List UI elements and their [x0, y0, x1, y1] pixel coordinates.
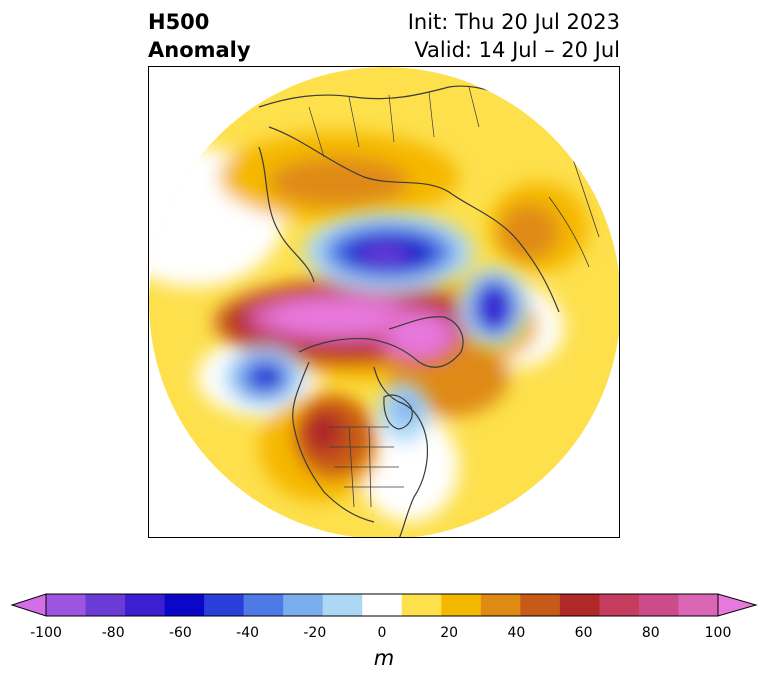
colorbar-tick-label: 60	[574, 625, 593, 641]
colorbar-tick-label: -60	[168, 625, 192, 641]
neg-hudson-core	[394, 393, 420, 421]
colorbar-cell	[164, 594, 205, 616]
colorbar-tick-label: 20	[440, 625, 459, 641]
colorbar-tick-label: 100	[704, 625, 732, 641]
neg-laptev-core	[360, 245, 410, 265]
pos-us-core	[304, 410, 344, 454]
west-coast	[258, 146, 315, 283]
colorbar-cell	[480, 594, 521, 616]
colorbar-cell	[678, 594, 719, 616]
run-info: Init: Thu 20 Jul 2023 Valid: 14 Jul – 20…	[408, 8, 620, 64]
north-america-east-coast	[373, 366, 429, 537]
colorbar-tick-label: 40	[507, 625, 526, 641]
colorbar-tick-label: -40	[236, 625, 260, 641]
eurasia-arctic-coast	[268, 126, 560, 313]
valid-period: Valid: 14 Jul – 20 Jul	[414, 38, 620, 62]
colorbar-cell	[441, 594, 482, 616]
title-line-1: H500	[148, 10, 210, 34]
colorbar-cell	[362, 594, 403, 616]
north-america-west-coast	[292, 361, 375, 523]
colorbar-max-extension	[717, 593, 758, 617]
colorbar-tick-label: -80	[101, 625, 125, 641]
pos-arctic-core	[269, 299, 409, 335]
colorbar-cell	[401, 594, 442, 616]
pos-western-russia-inner	[269, 157, 409, 207]
hudson-bay-outline	[383, 394, 413, 430]
colorbar-tick-label: -100	[30, 625, 62, 641]
colorbar-cell	[559, 594, 600, 616]
colorbar-cell	[638, 594, 679, 616]
colorbar-cell	[85, 594, 126, 616]
init-time: Init: Thu 20 Jul 2023	[407, 10, 620, 34]
neg-alaska-core	[253, 367, 281, 387]
colorbar-cell	[125, 594, 166, 616]
neg-barents-core	[482, 295, 506, 323]
colorbar-cell	[204, 594, 245, 616]
colorbar-tick-label: 80	[641, 625, 660, 641]
colorbar-tick-label: -20	[303, 625, 327, 641]
colorbar-min-extension	[10, 593, 47, 617]
asia-boundaries	[308, 86, 480, 158]
colorbar	[10, 593, 758, 617]
colorbar-cell	[46, 594, 87, 616]
pos-east-inner	[499, 204, 559, 260]
colorbar-cell	[520, 594, 561, 616]
greenland-outline	[298, 316, 464, 368]
colorbar-cell	[599, 594, 640, 616]
title-line-2: Anomaly	[148, 38, 251, 62]
colorbar-cell	[283, 594, 324, 616]
chart-title: H500 Anomaly	[148, 8, 251, 64]
colorbar-tick-label: 0	[377, 625, 387, 641]
colorbar-cell	[322, 594, 363, 616]
colorbar-outline	[45, 593, 719, 617]
colorbar-unit: m	[373, 646, 395, 670]
pos-arctic-east-core	[391, 315, 447, 355]
colorbar-cells	[46, 594, 719, 616]
state-boundaries	[329, 426, 404, 508]
map-panel	[148, 66, 620, 538]
anomaly-map	[149, 67, 619, 537]
zero-region-us	[359, 412, 459, 522]
colorbar-cell	[243, 594, 284, 616]
